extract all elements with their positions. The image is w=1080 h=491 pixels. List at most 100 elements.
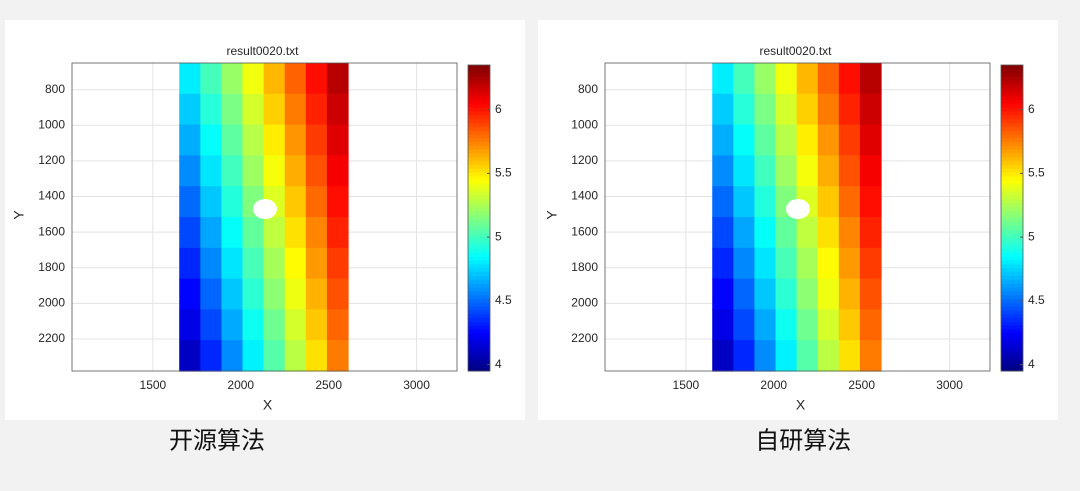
colorbar-tick-label: 4 — [1028, 357, 1035, 371]
colorbar-step — [1001, 256, 1023, 261]
colorbar-step — [468, 214, 490, 219]
colorbar-tick-label: 4 — [495, 357, 502, 371]
colorbar-step — [1001, 359, 1023, 364]
colorbar-step — [468, 367, 490, 372]
heat-cell — [179, 309, 201, 341]
colorbar-step — [468, 84, 490, 89]
heat-cell — [242, 155, 265, 187]
colorbar-step — [468, 137, 490, 142]
heat-cell — [305, 278, 328, 310]
heat-cell — [326, 340, 349, 372]
heat-cell — [305, 309, 328, 341]
colorbar-step — [468, 252, 490, 257]
heat-cell — [859, 93, 882, 126]
colorbar-step — [1001, 275, 1023, 280]
colorbar-step — [1001, 87, 1023, 93]
x-tick-label: 3000 — [403, 378, 430, 392]
heat-cell — [263, 155, 286, 187]
heat-cell — [200, 63, 223, 95]
colorbar-step — [468, 118, 490, 123]
y-tick-label: 2200 — [571, 331, 598, 345]
heat-cell — [859, 278, 882, 310]
heat-cell — [859, 247, 882, 280]
heat-cell — [796, 309, 819, 341]
colorbar-step — [468, 317, 490, 322]
heat-cell — [263, 124, 286, 156]
heat-cell — [733, 247, 756, 280]
heat-cell — [305, 93, 328, 126]
colorbar-step — [1001, 336, 1023, 341]
y-tick-label: 1000 — [571, 117, 598, 131]
heat-cell — [859, 340, 882, 372]
colorbar-step — [1001, 355, 1023, 361]
heat-cell — [179, 155, 201, 187]
heat-cell — [796, 247, 819, 280]
colorbar-step — [468, 229, 490, 234]
colorbar-step — [1001, 156, 1023, 162]
heat-cell — [712, 217, 734, 249]
heat-cell — [733, 217, 756, 249]
colorbar-step — [1001, 317, 1023, 322]
colorbar-tick-label: 6 — [495, 102, 502, 116]
heat-cell — [712, 278, 734, 310]
axes-frame — [71, 62, 458, 372]
heat-cell — [775, 124, 798, 156]
colorbar-step — [1001, 328, 1023, 334]
x-tick-label: 2000 — [760, 378, 787, 392]
colorbar-step — [468, 221, 490, 227]
heat-cell — [263, 340, 286, 372]
heat-cell — [179, 340, 201, 372]
heat-cell — [796, 217, 819, 249]
colorbar-step — [1001, 267, 1023, 273]
colorbar-step — [468, 305, 490, 311]
heat-cell — [775, 309, 798, 341]
colorbar-step — [468, 210, 490, 215]
heat-cell — [838, 186, 861, 218]
x-tick-label: 2000 — [227, 378, 254, 392]
heat-cell — [775, 278, 798, 310]
heat-cell — [796, 278, 819, 310]
heat-cell — [754, 309, 777, 341]
heat-cell — [754, 124, 777, 156]
heat-cell — [221, 186, 244, 218]
colorbar-step — [1001, 160, 1023, 165]
heat-cell — [712, 63, 734, 95]
colorbar-step — [1001, 214, 1023, 219]
heat-cell — [817, 278, 840, 310]
heat-cell — [221, 340, 244, 372]
heat-cell — [817, 93, 840, 126]
x-tick-label: 2500 — [848, 378, 875, 392]
colorbar-tick-label: 4.5 — [495, 293, 512, 307]
heat-cell — [838, 309, 861, 341]
colorbar-step — [468, 290, 490, 295]
heat-cell — [754, 278, 777, 310]
heat-cell — [200, 124, 223, 156]
colorbar-step — [468, 72, 490, 77]
heat-cell — [754, 63, 777, 95]
heat-cell — [733, 340, 756, 372]
colorbar-step — [1001, 91, 1023, 97]
heat-cell — [754, 93, 777, 126]
colorbar-step — [1001, 130, 1023, 135]
colorbar-step — [468, 68, 490, 74]
colorbar-step — [1001, 321, 1023, 326]
colorbar-step — [468, 279, 490, 284]
heat-cell — [263, 278, 286, 310]
colorbar-step — [468, 340, 490, 345]
heat-cell — [796, 155, 819, 187]
colorbar-step — [1001, 65, 1023, 70]
colorbar-step — [1001, 103, 1023, 108]
colorbar-step — [1001, 210, 1023, 215]
colorbar-step — [1001, 76, 1023, 81]
colorbar-step — [468, 160, 490, 165]
chart-title: result0020.txt — [759, 44, 832, 58]
colorbar-step — [1001, 137, 1023, 142]
x-tick-label: 1500 — [673, 378, 700, 392]
heat-cell — [305, 186, 328, 218]
heat-cell — [775, 155, 798, 187]
heat-cell — [221, 124, 244, 156]
heat-cell — [754, 155, 777, 187]
colorbar-step — [468, 263, 490, 269]
colorbar-step — [1001, 198, 1023, 204]
heat-cell — [817, 63, 840, 95]
